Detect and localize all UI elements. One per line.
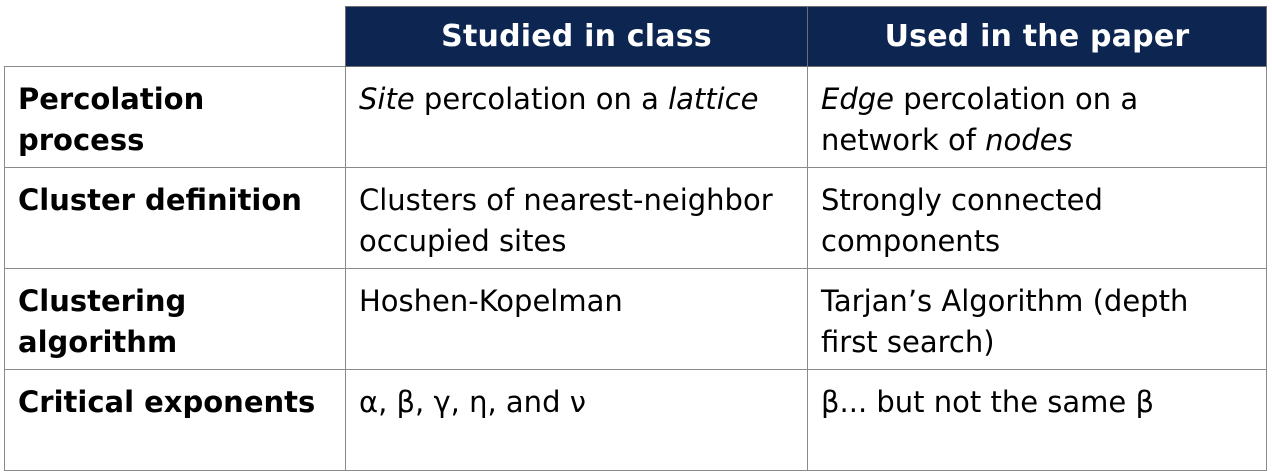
row-label: Cluster definition	[4, 167, 346, 269]
table-row: Clustering algorithm Hoshen-Kopelman Tar…	[4, 268, 1267, 370]
row-label: Clustering algorithm	[4, 268, 346, 370]
cell-studied-in-class: Clusters of nearest-neighbor occupied si…	[345, 167, 808, 269]
cell-text: percolation on a	[414, 82, 669, 116]
cell-used-in-paper: β... but not the same β	[807, 369, 1267, 471]
cell-used-in-paper: Strongly connected components	[807, 167, 1267, 269]
cell-text: percolation on a network of	[821, 82, 1139, 157]
cell-studied-in-class: α, β, γ, η, and ν	[345, 369, 808, 471]
cell-used-in-paper: Tarjan’s Algorithm (depth first search)	[807, 268, 1267, 370]
header-row: Studied in class Used in the paper	[4, 6, 1267, 67]
table-row: Percolation process Site percolation on …	[4, 66, 1267, 168]
italic-text: nodes	[985, 123, 1073, 157]
italic-text: Edge	[821, 82, 894, 116]
header-studied-in-class: Studied in class	[345, 6, 808, 67]
italic-text: lattice	[668, 82, 759, 116]
cell-studied-in-class: Hoshen-Kopelman	[345, 268, 808, 370]
table-row: Critical exponents α, β, γ, η, and ν β..…	[4, 369, 1267, 471]
row-label: Percolation process	[4, 66, 346, 168]
corner-cell	[4, 6, 346, 67]
header-used-in-paper: Used in the paper	[807, 6, 1267, 67]
table-row: Cluster definition Clusters of nearest-n…	[4, 167, 1267, 269]
cell-used-in-paper: Edge percolation on a network of nodes	[807, 66, 1267, 168]
row-label: Critical exponents	[4, 369, 346, 471]
cell-studied-in-class: Site percolation on a lattice	[345, 66, 808, 168]
italic-text: Site	[359, 82, 415, 116]
comparison-table: Studied in class Used in the paper Perco…	[4, 6, 1267, 471]
